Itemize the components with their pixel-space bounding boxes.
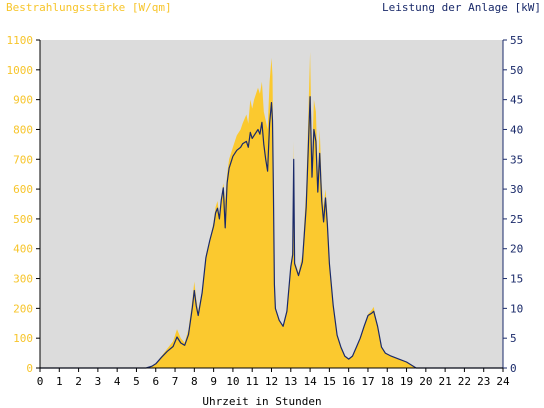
x-tick-label: 2 xyxy=(75,375,82,388)
x-tick-label: 21 xyxy=(439,375,452,388)
left-axis-title: Bestrahlungsstärke [W/qm] xyxy=(6,1,172,14)
x-tick-label: 7 xyxy=(172,375,179,388)
x-tick-label: 9 xyxy=(210,375,217,388)
right-tick-label: 55 xyxy=(510,34,523,47)
x-axis-title: Uhrzeit in Stunden xyxy=(202,395,321,408)
x-tick-label: 16 xyxy=(342,375,355,388)
right-tick-label: 30 xyxy=(510,183,523,196)
x-tick-label: 10 xyxy=(226,375,239,388)
x-axis-ticks: 0 1 2 3 4 5 6 7 8 9 10 11 12 13 14 15 16 17 18 19 20 21 22 23 24 xyxy=(37,368,510,388)
x-tick-label: 4 xyxy=(114,375,121,388)
x-tick-label: 19 xyxy=(400,375,413,388)
right-tick-label: 50 xyxy=(510,64,523,77)
x-tick-label: 5 xyxy=(133,375,140,388)
left-tick-label: 0 xyxy=(26,362,33,375)
left-tick-label: 100 xyxy=(13,332,33,345)
x-tick-label: 0 xyxy=(37,375,44,388)
x-tick-label: 11 xyxy=(246,375,259,388)
left-tick-label: 900 xyxy=(13,94,33,107)
left-axis-ticks: 0 100 200 300 400 500 600 700 800 900 1000 1100 xyxy=(7,34,40,375)
left-tick-label: 800 xyxy=(13,123,33,136)
x-tick-label: 15 xyxy=(323,375,336,388)
right-tick-label: 20 xyxy=(510,243,523,256)
x-tick-label: 13 xyxy=(284,375,297,388)
x-tick-label: 1 xyxy=(56,375,63,388)
x-tick-label: 17 xyxy=(361,375,374,388)
x-tick-label: 23 xyxy=(477,375,490,388)
x-tick-label: 18 xyxy=(381,375,394,388)
x-tick-label: 8 xyxy=(191,375,198,388)
left-tick-label: 500 xyxy=(13,213,33,226)
irradiance-area xyxy=(40,51,503,369)
right-tick-label: 15 xyxy=(510,273,523,286)
x-tick-label: 6 xyxy=(152,375,159,388)
right-tick-label: 5 xyxy=(510,332,517,345)
left-tick-label: 1100 xyxy=(7,34,34,47)
x-tick-label: 12 xyxy=(265,375,278,388)
left-tick-label: 300 xyxy=(13,273,33,286)
right-tick-label: 40 xyxy=(510,123,523,136)
left-tick-label: 1000 xyxy=(7,64,34,77)
series-layer xyxy=(40,51,503,369)
x-tick-label: 20 xyxy=(419,375,432,388)
left-tick-label: 700 xyxy=(13,153,33,166)
right-tick-label: 10 xyxy=(510,302,523,315)
right-tick-label: 0 xyxy=(510,362,517,375)
right-axis-ticks: 0 5 10 15 20 25 30 35 40 45 50 55 xyxy=(503,34,523,375)
x-tick-label: 24 xyxy=(496,375,510,388)
x-tick-label: 3 xyxy=(95,375,102,388)
right-tick-label: 25 xyxy=(510,213,523,226)
left-tick-label: 400 xyxy=(13,243,33,256)
right-tick-label: 45 xyxy=(510,94,523,107)
power-line xyxy=(40,96,503,369)
x-tick-label: 22 xyxy=(458,375,471,388)
x-tick-label: 14 xyxy=(303,375,317,388)
left-tick-label: 200 xyxy=(13,302,33,315)
right-axis-title: Leistung der Anlage [kW] xyxy=(382,1,541,14)
right-tick-label: 35 xyxy=(510,153,523,166)
left-tick-label: 600 xyxy=(13,183,33,196)
